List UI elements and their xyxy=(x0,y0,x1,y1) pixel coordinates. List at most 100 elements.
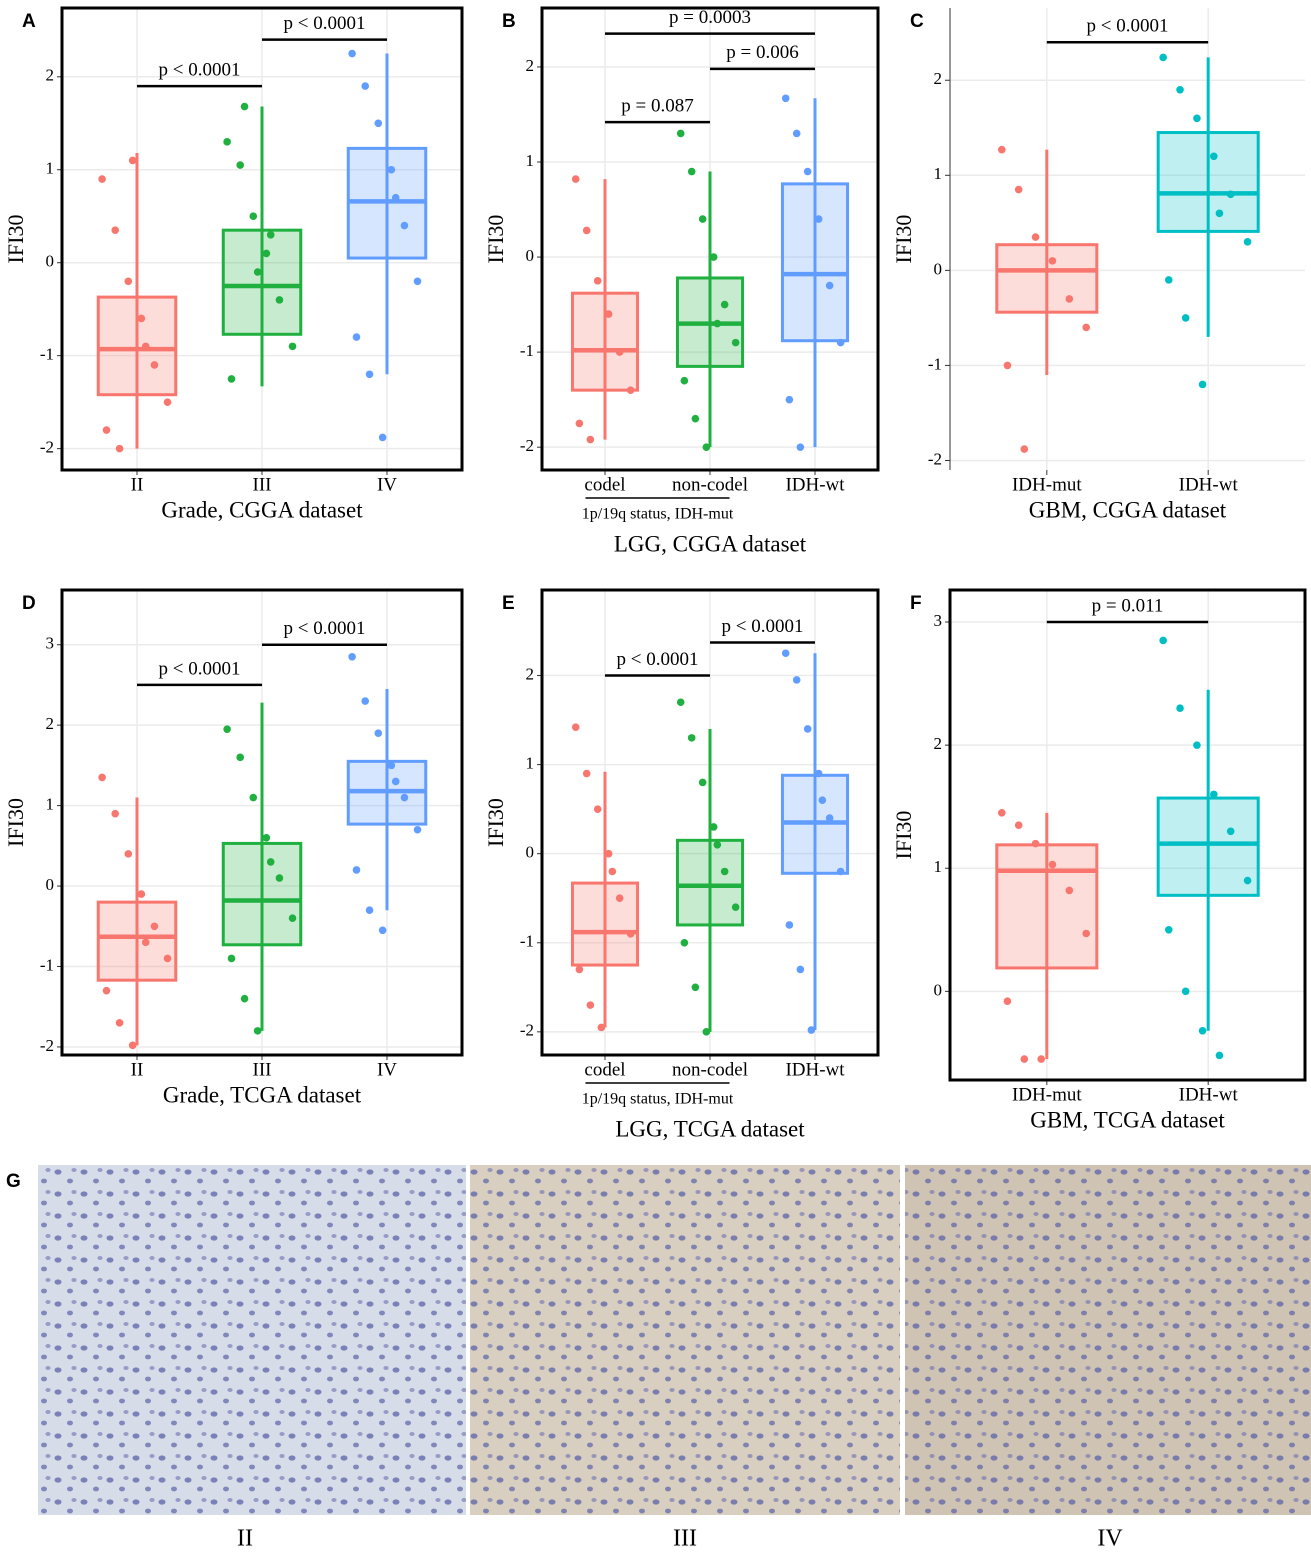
y-tick-label: 2 xyxy=(46,66,55,85)
point xyxy=(818,796,827,805)
y-axis-title: IFI30 xyxy=(483,798,508,847)
y-tick-label: 0 xyxy=(934,980,943,999)
point xyxy=(676,129,685,138)
point xyxy=(731,903,740,911)
point xyxy=(227,954,236,963)
box xyxy=(570,291,640,392)
point xyxy=(253,268,262,276)
point xyxy=(825,281,834,290)
point xyxy=(1003,361,1012,370)
y-tick-label: -1 xyxy=(928,354,942,373)
point xyxy=(163,954,172,963)
micrograph-label: IV xyxy=(1097,1526,1123,1552)
point xyxy=(814,769,823,778)
y-axis-title: IFI30 xyxy=(891,215,916,264)
point xyxy=(1210,790,1218,799)
point xyxy=(137,314,146,323)
point xyxy=(1164,925,1173,934)
x-tick-label: IDH-mut xyxy=(1012,1084,1082,1105)
point xyxy=(796,443,805,451)
point xyxy=(262,249,271,258)
point xyxy=(1226,827,1235,836)
micrograph-nuclei xyxy=(38,1165,466,1515)
point xyxy=(111,226,120,234)
point xyxy=(1020,445,1029,453)
point xyxy=(680,376,689,385)
point xyxy=(713,840,722,849)
y-tick-label: 1 xyxy=(526,151,535,170)
y-tick-label: 0 xyxy=(934,259,943,278)
point xyxy=(731,338,740,347)
bracket-label: p = 0.011 xyxy=(1092,595,1164,616)
y-tick-label: -1 xyxy=(40,955,54,974)
box xyxy=(780,182,850,343)
point xyxy=(1037,1055,1045,1063)
bracket-label: p < 0.0001 xyxy=(617,649,699,670)
x-tick-label: III xyxy=(253,1059,272,1080)
point xyxy=(836,338,845,347)
point xyxy=(115,1019,124,1027)
y-tick-label: 0 xyxy=(46,875,55,894)
point xyxy=(1198,1026,1207,1035)
point xyxy=(1210,152,1218,161)
point xyxy=(1176,85,1184,94)
x-tick-label: IDH-wt xyxy=(785,1059,845,1080)
point xyxy=(803,167,812,176)
bracket-label: p < 0.0001 xyxy=(1087,16,1169,37)
bracket-label: p < 0.0001 xyxy=(159,59,241,80)
point xyxy=(391,193,400,202)
x-tick-label: codel xyxy=(584,474,625,495)
point xyxy=(1082,323,1091,332)
x-tick-label: non-codel xyxy=(672,1059,748,1080)
point xyxy=(1193,114,1201,123)
point xyxy=(236,753,245,762)
point xyxy=(1226,190,1235,199)
box xyxy=(675,838,745,927)
y-axis-title: IFI30 xyxy=(3,798,28,847)
point xyxy=(615,348,624,356)
y-tick-label: 1 xyxy=(526,754,535,773)
point xyxy=(1014,185,1023,194)
point xyxy=(348,49,356,58)
point xyxy=(249,793,258,802)
point xyxy=(387,761,396,770)
point xyxy=(266,231,275,239)
point xyxy=(365,370,374,379)
frame xyxy=(60,6,464,472)
x-tick-label: non-codel xyxy=(672,474,748,495)
point xyxy=(361,82,370,90)
group-label: 1p/19q status, IDH-mut xyxy=(582,506,734,523)
x-axis-title: GBM, TCGA dataset xyxy=(1030,1107,1225,1132)
point xyxy=(102,986,111,995)
x-axis-title: Grade, CGGA dataset xyxy=(161,497,363,522)
point xyxy=(1159,636,1167,645)
point xyxy=(249,212,258,221)
point xyxy=(98,175,106,183)
point xyxy=(814,215,823,223)
point xyxy=(792,676,801,684)
panel-letter: C xyxy=(910,11,924,32)
point xyxy=(124,277,133,286)
point xyxy=(571,175,580,183)
point xyxy=(275,874,284,882)
point xyxy=(1065,886,1074,895)
point xyxy=(807,1026,816,1034)
point xyxy=(102,426,111,434)
point xyxy=(1193,741,1201,749)
point xyxy=(400,221,409,230)
point xyxy=(687,167,696,176)
point xyxy=(803,725,812,733)
point xyxy=(582,769,591,778)
point xyxy=(997,145,1006,154)
point xyxy=(374,729,383,738)
point xyxy=(781,94,790,103)
point xyxy=(262,833,271,842)
point xyxy=(1243,238,1252,246)
point xyxy=(781,649,790,658)
y-tick-label: -2 xyxy=(520,1021,534,1040)
point xyxy=(374,119,383,128)
point xyxy=(240,994,249,1003)
y-tick-label: 0 xyxy=(46,252,55,271)
panel-letter: A xyxy=(22,11,36,32)
